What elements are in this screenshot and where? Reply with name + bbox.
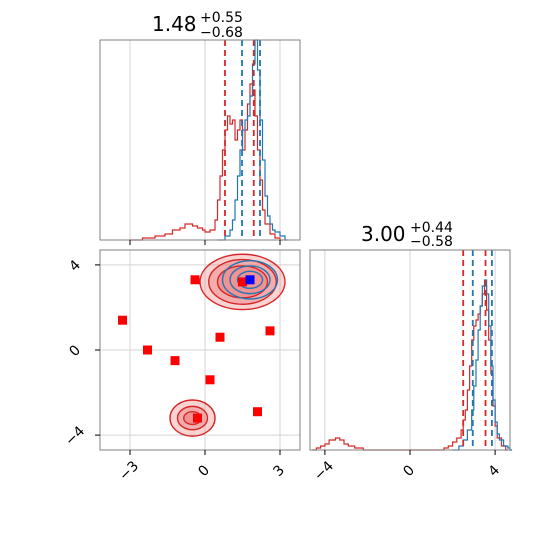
scatter-panel: −3 0 3 −4 0 4 [62, 249, 301, 484]
red-square-marker [193, 413, 202, 423]
blue-square-marker [245, 275, 255, 285]
grid-lines [100, 250, 300, 450]
red-square-marker [143, 345, 152, 355]
blue-histogram-line [217, 39, 288, 241]
scatter-points [118, 275, 275, 423]
blue-contour-level [236, 270, 264, 289]
red-square-marker [238, 277, 247, 287]
histogram-panel-right: −4 0 4 3.00 +0.44 −0.58 [309, 220, 513, 484]
blue-histogram-line [452, 279, 513, 451]
title-lower-error: −0.58 [410, 234, 453, 250]
tick-labels: −4 0 4 [311, 458, 503, 484]
quantile-lines [462, 250, 493, 450]
panel-title: 1.48 +0.55 −0.68 [152, 10, 243, 41]
red-square-marker [190, 275, 200, 285]
histogram-series [312, 279, 513, 451]
grid-lines [324, 250, 496, 450]
quantile-lines [224, 40, 261, 240]
title-value: 3.00 [361, 222, 406, 246]
histogram-series [130, 39, 288, 241]
axes-frame [99, 39, 301, 241]
tick-marks [324, 450, 496, 455]
red-square-marker [215, 332, 225, 342]
blue-contour-level [221, 259, 279, 300]
red-square-marker [205, 375, 215, 385]
y-tick-label: −4 [62, 423, 88, 449]
x-tick-label: 0 [195, 462, 213, 480]
x-tick-label: 4 [485, 462, 503, 480]
red-square-marker [118, 315, 127, 325]
title-lower-error: −0.68 [200, 25, 243, 41]
tick-marks [95, 264, 281, 455]
x-tick-label: −4 [311, 458, 337, 484]
red-square-marker [170, 356, 180, 366]
x-tick-label: −3 [116, 458, 142, 484]
red-square-marker [253, 407, 262, 417]
x-tick-label: 0 [400, 462, 418, 480]
red-square-marker [265, 326, 275, 336]
title-upper-error: +0.44 [410, 220, 453, 236]
tick-marks [129, 240, 281, 245]
y-tick-label: 0 [66, 342, 84, 360]
title-upper-error: +0.55 [200, 10, 243, 26]
blue-contour-level [229, 265, 271, 295]
x-tick-label: 3 [270, 462, 288, 480]
title-value: 1.48 [152, 12, 197, 36]
histogram-panel-top: 1.48 +0.55 −0.68 [99, 10, 301, 245]
panel-title: 3.00 +0.44 −0.58 [361, 220, 453, 250]
density-contours [169, 253, 286, 437]
y-tick-label: 4 [66, 257, 84, 275]
grid-lines [129, 40, 281, 240]
